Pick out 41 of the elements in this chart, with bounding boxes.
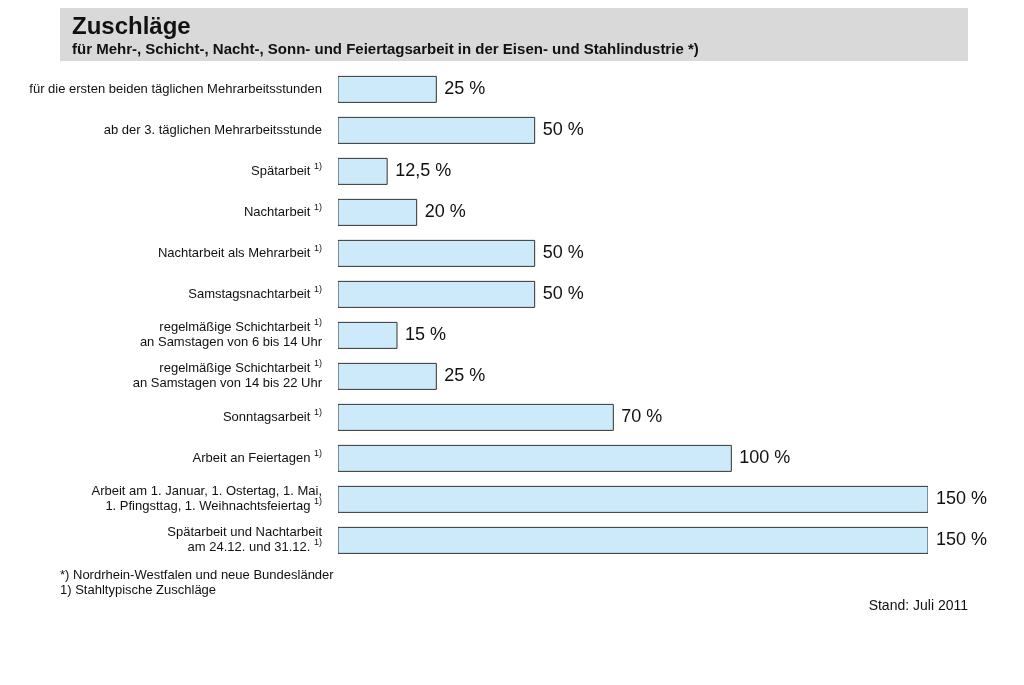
y-tick-label: Spätarbeit $^{1)}$ <box>251 160 322 178</box>
data-label: 70 % <box>621 406 663 427</box>
chart-subtitle: für Mehr-, Schicht-, Nacht-, Sonn- und Feiertagsarbeit in der Eisen- und Stahlindustrie *) <box>72 40 700 57</box>
bar <box>338 75 437 103</box>
text: *) Nordrhein-Westfalen und neue Bundesländer <box>60 567 335 582</box>
y-tick-label: Nachtarbeit als Mehrarbeit $^{1)}$ <box>157 242 322 260</box>
bar <box>338 157 388 185</box>
y-tick-label: Sonntagsarbeit $^{1)}$ <box>222 406 322 424</box>
bar <box>338 239 536 267</box>
y-tick-label: Arbeit an Feiertagen $^{1)}$ <box>192 447 322 465</box>
data-label: 150 % <box>936 488 988 509</box>
data-label: 50 % <box>542 119 584 140</box>
data-label: 150 % <box>936 529 988 550</box>
bar <box>338 526 928 554</box>
data-label: 50 % <box>542 242 584 263</box>
y-tick-label: Arbeit am 1. Januar, 1. Ostertag, 1. Mai, 1. Pfingsttag, 1. Weihnachtsfeiertag $^{1)}$ <box>91 483 322 514</box>
y-tick-label: Nachtarbeit $^{1)}$ <box>243 201 322 219</box>
data-label: 50 % <box>542 283 584 304</box>
y-tick-label: regelmäßige Schichtarbeit $^{1)}$ an Samstagen von 6 bis 14 Uhr <box>139 317 323 350</box>
data-label: 100 % <box>739 447 791 468</box>
bar <box>338 403 614 431</box>
bar <box>338 116 536 144</box>
text: 1) Stahltypische Zuschläge <box>60 582 218 597</box>
y-tick-label: für die ersten beiden täglichen Mehrarbeitsstunden <box>29 80 322 96</box>
y-tick-label: Samstagsnachtarbeit $^{1)}$ <box>188 283 322 301</box>
text: Stand: Juli 2011 <box>867 597 968 613</box>
bar <box>338 198 418 226</box>
bar <box>338 362 437 390</box>
data-label: 20 % <box>424 201 466 222</box>
data-label: 25 % <box>444 365 486 386</box>
data-label: 12,5 % <box>395 160 452 181</box>
bar <box>338 485 928 513</box>
bar <box>338 321 398 349</box>
y-tick-label: ab der 3. täglichen Mehrarbeitsstunde <box>103 121 322 137</box>
y-tick-label: regelmäßige Schichtarbeit $^{1)}$ an Samstagen von 14 bis 22 Uhr <box>132 358 323 391</box>
bar <box>338 444 732 472</box>
bar <box>338 280 536 308</box>
y-tick-label: Spätarbeit und Nachtarbeit am 24.12. und 31.12. $^{1)}$ <box>167 524 323 555</box>
text: Zuschläge <box>72 12 192 40</box>
data-label: 15 % <box>405 324 447 345</box>
data-label: 25 % <box>444 78 486 99</box>
